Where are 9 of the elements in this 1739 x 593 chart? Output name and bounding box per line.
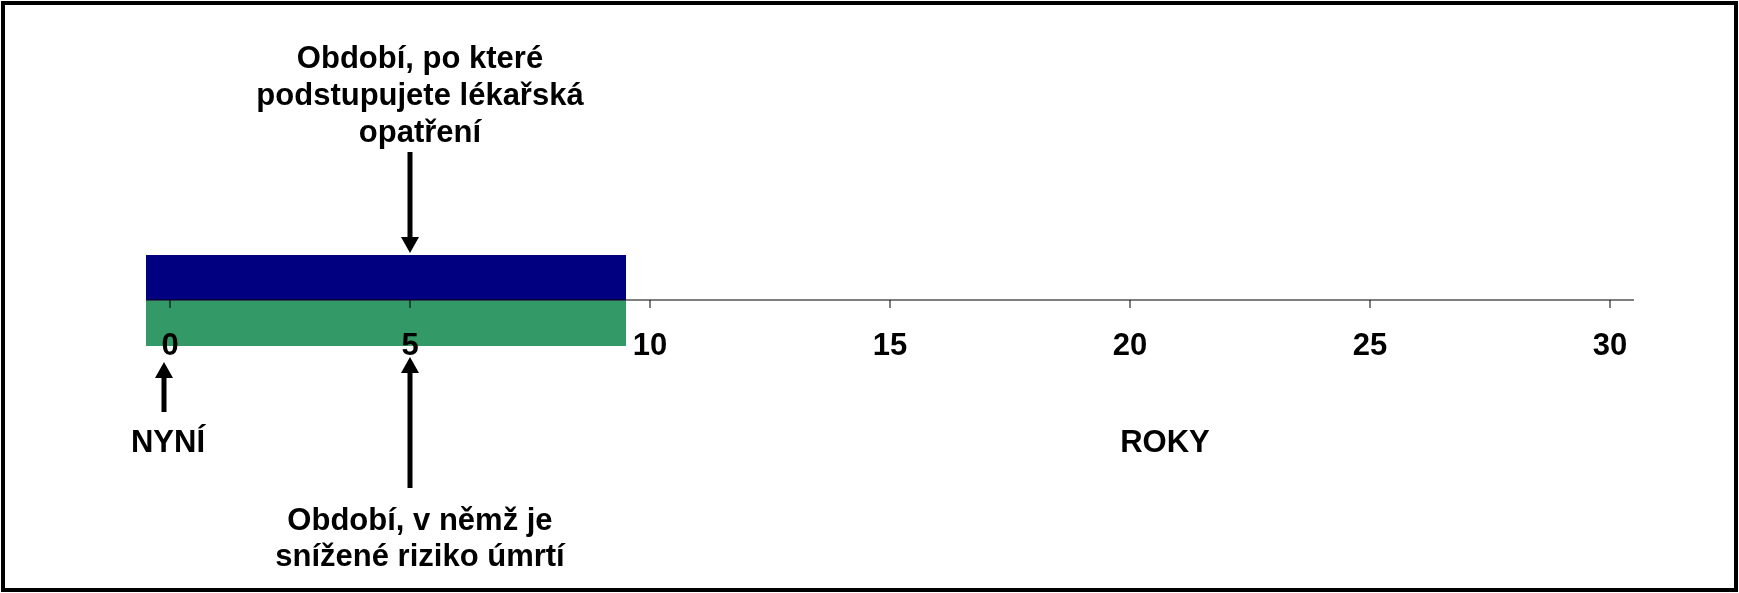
x-axis-title: ROKY (1120, 424, 1211, 459)
text: Období, po které podstupujete lékařská opatření (256, 40, 585, 149)
x-tick-label: 25 (1352, 327, 1388, 362)
x-tick-label: 20 (1112, 327, 1148, 362)
text: NYNÍ (130, 424, 207, 459)
x-tick-label: 30 (1592, 327, 1628, 362)
text: Období, v němž je snížené riziko úmrtí (275, 502, 567, 573)
x-tick-label: 10 (632, 327, 668, 362)
x-tick-label: 15 (872, 327, 908, 362)
